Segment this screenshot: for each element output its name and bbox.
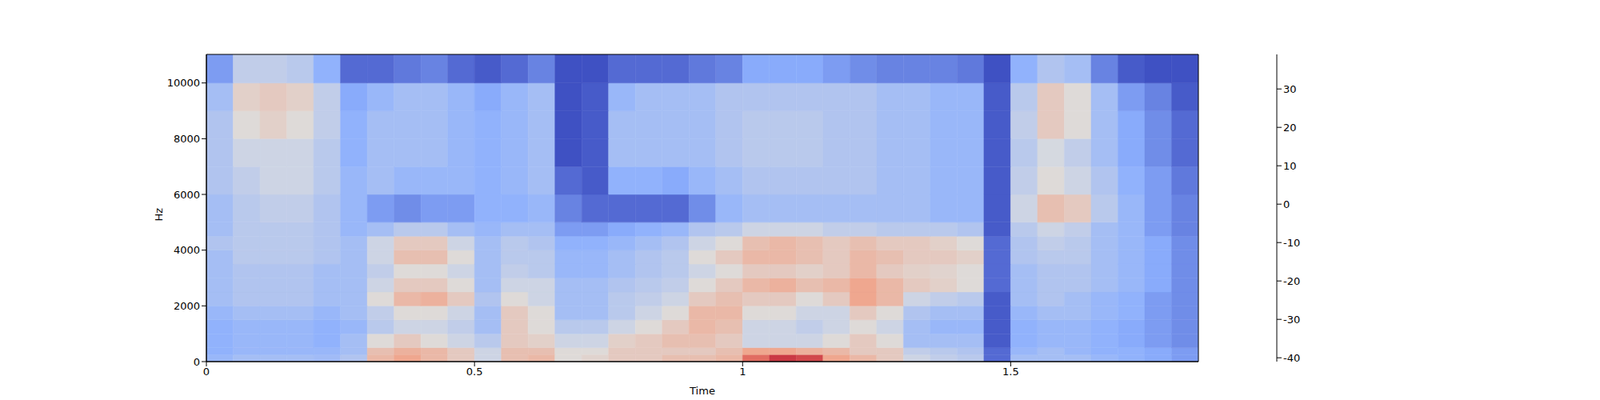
svg-text:30: 30 — [1283, 83, 1297, 96]
svg-text:1.5: 1.5 — [1002, 365, 1020, 378]
svg-text:10: 10 — [1283, 160, 1297, 172]
svg-text:8000: 8000 — [173, 132, 200, 145]
svg-text:2000: 2000 — [173, 300, 200, 312]
svg-text:0: 0 — [203, 365, 210, 378]
svg-text:0.5: 0.5 — [466, 365, 484, 378]
svg-text:6000: 6000 — [173, 188, 200, 201]
svg-text:Time: Time — [688, 384, 716, 397]
svg-text:-40: -40 — [1283, 352, 1300, 364]
svg-text:Hz: Hz — [152, 208, 165, 222]
svg-text:-20: -20 — [1283, 275, 1300, 288]
svg-text:-10: -10 — [1283, 236, 1300, 249]
svg-text:10000: 10000 — [167, 76, 200, 89]
svg-text:-30: -30 — [1283, 313, 1300, 326]
svg-text:1: 1 — [739, 365, 746, 378]
svg-text:0: 0 — [1283, 198, 1290, 211]
svg-text:0: 0 — [193, 356, 200, 368]
svg-text:20: 20 — [1283, 121, 1297, 134]
svg-text:4000: 4000 — [173, 244, 200, 256]
